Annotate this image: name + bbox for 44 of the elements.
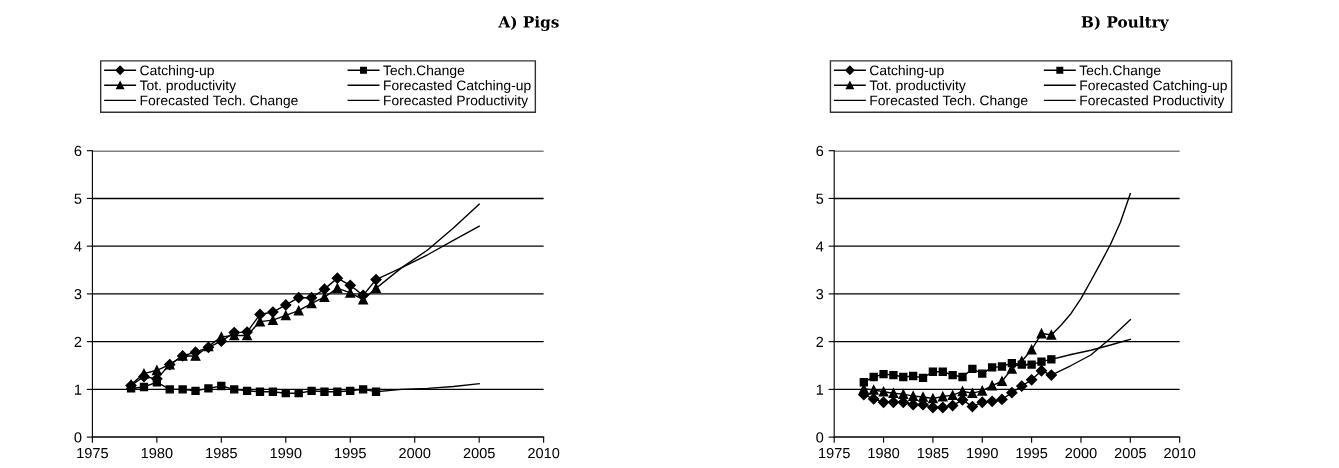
x-tick-label: 2000: [399, 447, 431, 459]
x-tick-label: 2005: [463, 447, 495, 459]
x-tick-label: 1985: [917, 447, 949, 459]
y-tick-label: 6: [816, 145, 824, 157]
legend-label: Tot. productivity: [869, 80, 966, 94]
x-tick-label: 1995: [335, 447, 366, 459]
y-tick-label: 3: [816, 289, 824, 300]
legend-label: Catching-up: [140, 65, 214, 79]
y-tick-label: 5: [816, 193, 824, 204]
legend-label: Forecasted Catching-up: [384, 80, 531, 94]
legend-label: Forecasted Productivity: [384, 95, 529, 109]
x-tick-label: 2010: [528, 447, 560, 459]
y-tick-label: 0: [74, 432, 82, 443]
y-tick-label: 6: [74, 145, 82, 157]
y-tick-label: 2: [816, 336, 824, 347]
y-tick-label: 3: [74, 289, 82, 300]
legend-label: Forecasted Tech. Change: [870, 95, 1028, 109]
chart-title: A) Pigs: [498, 15, 559, 31]
x-tick-label: 1990: [270, 447, 302, 459]
x-tick-label: 1990: [967, 447, 998, 459]
y-tick-label: 1: [74, 384, 82, 395]
x-tick-label: 2005: [1114, 447, 1146, 459]
y-tick-label: 0: [816, 432, 824, 443]
y-tick-label: 4: [74, 241, 82, 252]
x-tick-label: 1980: [868, 447, 900, 459]
x-tick-label: 2000: [1065, 447, 1097, 459]
y-tick-label: 4: [816, 241, 824, 252]
x-tick-label: 1975: [819, 447, 850, 459]
chart-title: B) Poultry: [1081, 15, 1169, 31]
x-tick-label: 1975: [77, 447, 108, 459]
x-tick-label: 1995: [1016, 447, 1048, 459]
y-tick-label: 1: [816, 384, 824, 395]
legend-label: Catching-up: [870, 65, 944, 79]
legend-label: Forecasted Catching-up: [1080, 80, 1227, 94]
legend-label: Tot. productivity: [139, 80, 237, 94]
x-tick-label: 2010: [1164, 447, 1196, 459]
legend-label: Forecasted Tech. Change: [140, 95, 298, 109]
y-tick-label: 5: [74, 193, 82, 204]
legend-label: Forecasted Productivity: [1080, 95, 1225, 109]
y-tick-label: 2: [74, 336, 82, 347]
x-tick-label: 1980: [141, 447, 173, 459]
x-tick-label: 1985: [206, 447, 237, 459]
legend-label: Tech.Change: [1079, 65, 1161, 79]
legend-label: Tech.Change: [383, 65, 465, 79]
